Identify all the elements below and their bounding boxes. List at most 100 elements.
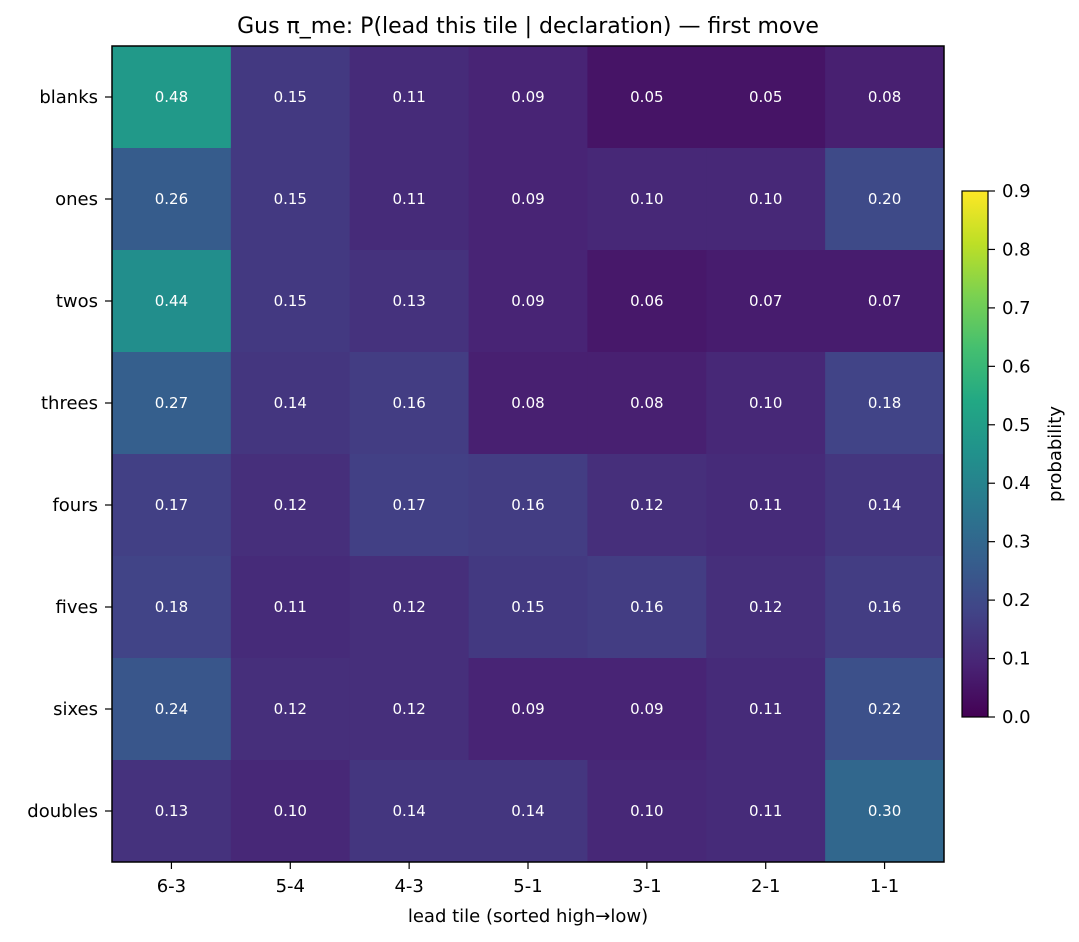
heatmap-cell <box>468 760 588 863</box>
heatmap-cell <box>825 760 945 863</box>
cell-value-label: 0.15 <box>274 292 307 310</box>
cell-value-label: 0.07 <box>868 292 901 310</box>
heatmap-cell <box>468 658 588 761</box>
cell-value-label: 0.26 <box>155 190 188 208</box>
heatmap-cell <box>349 760 470 863</box>
heatmap-cell <box>112 148 232 251</box>
cell-value-label: 0.12 <box>392 700 425 718</box>
x-tick-label: 3-1 <box>632 876 661 897</box>
heatmap-cell <box>706 760 826 863</box>
y-tick-label: doubles <box>27 801 98 822</box>
colorbar-tick-label: 0.9 <box>1002 181 1031 202</box>
cell-value-label: 0.12 <box>630 496 663 514</box>
heatmap-cell <box>587 46 707 149</box>
colorbar-tick-label: 0.6 <box>1002 356 1031 377</box>
heatmap-cell <box>112 46 232 149</box>
heatmap-cell <box>349 556 470 659</box>
heatmap-cell <box>587 760 707 863</box>
cell-value-label: 0.05 <box>630 88 663 106</box>
colorbar <box>961 190 989 718</box>
heatmap-cell <box>468 250 588 353</box>
cell-value-label: 0.44 <box>155 292 188 310</box>
cell-value-label: 0.14 <box>511 802 544 820</box>
heatmap-cell <box>112 556 232 659</box>
cell-value-label: 0.10 <box>749 190 782 208</box>
colorbar-tick-label: 0.1 <box>1002 649 1031 670</box>
cell-value-label: 0.16 <box>392 394 425 412</box>
heatmap-cell <box>349 250 470 353</box>
x-tick-label: 5-1 <box>513 876 542 897</box>
cell-value-label: 0.12 <box>749 598 782 616</box>
heatmap-cell <box>587 658 707 761</box>
heatmap-cell <box>587 556 707 659</box>
heatmap-cell <box>230 250 351 353</box>
heatmap-cell <box>112 250 232 353</box>
cell-value-label: 0.12 <box>274 700 307 718</box>
cell-value-label: 0.11 <box>392 190 425 208</box>
cell-value-label: 0.10 <box>630 190 663 208</box>
heatmap-cell <box>230 658 351 761</box>
heatmap-cell <box>706 46 826 149</box>
heatmap-cell <box>349 352 470 455</box>
heatmap-cell <box>825 250 945 353</box>
cell-value-label: 0.10 <box>274 802 307 820</box>
cell-value-label: 0.10 <box>749 394 782 412</box>
heatmap-cell <box>468 454 588 557</box>
cell-value-label: 0.08 <box>511 394 544 412</box>
heatmap-cell <box>230 148 351 251</box>
heatmap-cell <box>825 454 945 557</box>
y-tick-label: fours <box>52 495 98 516</box>
cell-value-label: 0.20 <box>868 190 901 208</box>
heatmap-cell <box>587 352 707 455</box>
x-axis-label: lead tile (sorted high→low) <box>408 906 648 927</box>
cell-value-label: 0.18 <box>868 394 901 412</box>
cell-value-label: 0.09 <box>511 190 544 208</box>
colorbar-ticks: 0.0 0.1 0.2 0.3 0.4 0.5 0.6 0.7 0.8 0.9 <box>988 181 1031 728</box>
y-tick-label: blanks <box>39 87 98 108</box>
heatmap-cell <box>230 760 351 863</box>
heatmap-cell <box>825 556 945 659</box>
heatmap-cell <box>112 454 232 557</box>
cell-value-label: 0.15 <box>274 88 307 106</box>
cell-value-label: 0.10 <box>630 802 663 820</box>
heatmap-cells: 0.48 0.15 0.11 0.09 0.05 0.05 0.08 0.26 0.15 0.11… <box>112 46 945 863</box>
heatmap-cell <box>706 658 826 761</box>
heatmap-cell <box>230 352 351 455</box>
cell-value-label: 0.27 <box>155 394 188 412</box>
cell-value-label: 0.17 <box>155 496 188 514</box>
colorbar-tick-label: 0.7 <box>1002 298 1031 319</box>
heatmap-cell <box>230 454 351 557</box>
y-axis-ticks: blanks ones twos threes fours fives sixes doubl… <box>27 87 112 822</box>
heatmap-cell <box>112 658 232 761</box>
heatmap-cell <box>112 352 232 455</box>
cell-value-label: 0.11 <box>749 700 782 718</box>
cell-value-label: 0.09 <box>630 700 663 718</box>
colorbar-tick-label: 0.3 <box>1002 532 1031 553</box>
cell-value-label: 0.15 <box>511 598 544 616</box>
cell-value-label: 0.08 <box>868 88 901 106</box>
cell-value-label: 0.12 <box>392 598 425 616</box>
heatmap-cell <box>706 556 826 659</box>
cell-value-label: 0.13 <box>155 802 188 820</box>
y-tick-label: threes <box>41 393 98 414</box>
colorbar-tick-label: 0.2 <box>1002 590 1031 611</box>
cell-value-label: 0.09 <box>511 700 544 718</box>
x-tick-label: 2-1 <box>751 876 780 897</box>
x-tick-label: 5-4 <box>276 876 305 897</box>
heatmap-cell <box>349 454 470 557</box>
chart-title: Gus π_me: P(lead this tile | declaration… <box>237 14 819 39</box>
cell-value-label: 0.24 <box>155 700 188 718</box>
heatmap-cell <box>468 556 588 659</box>
colorbar-label: probability <box>1045 406 1066 502</box>
colorbar-tick-label: 0.4 <box>1002 473 1031 494</box>
heatmap-cell <box>825 658 945 761</box>
cell-value-label: 0.05 <box>749 88 782 106</box>
cell-value-label: 0.18 <box>155 598 188 616</box>
cell-value-label: 0.16 <box>868 598 901 616</box>
cell-value-label: 0.14 <box>392 802 425 820</box>
cell-value-label: 0.09 <box>511 88 544 106</box>
heatmap-cell <box>349 148 470 251</box>
y-tick-label: ones <box>55 189 98 210</box>
colorbar-tick-label: 0.8 <box>1002 239 1031 260</box>
cell-value-label: 0.22 <box>868 700 901 718</box>
